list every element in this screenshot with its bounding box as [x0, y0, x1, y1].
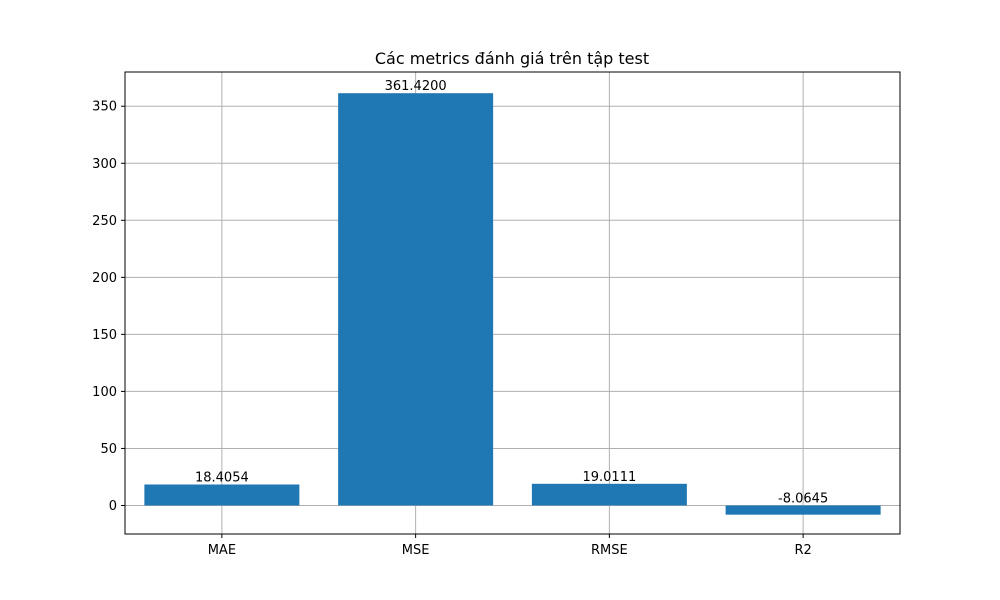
data-labels-group: 18.4054 361.4200 19.0111 -8.0645	[195, 79, 828, 506]
x-tick-label-2: RMSE	[591, 543, 628, 558]
bar-rmse	[531, 483, 687, 506]
x-tick-label-0: MAE	[208, 543, 236, 558]
bar-mse	[338, 93, 494, 506]
bars-group	[144, 93, 881, 515]
x-axis: MAE MSE RMSE R2	[208, 534, 812, 558]
data-label-rmse: 19.0111	[582, 470, 636, 485]
y-tick-label-5: 250	[92, 214, 117, 229]
chart-title: Các metrics đánh giá trên tập test	[375, 49, 649, 68]
axes-frame	[124, 71, 901, 535]
x-tick-label-1: MSE	[402, 543, 430, 558]
y-axis: 0 50 100 150 200 250 300 350	[92, 100, 125, 514]
bar-r2	[725, 505, 881, 515]
y-tick-label-3: 150	[92, 328, 117, 343]
x-tick-label-3: R2	[794, 543, 811, 558]
y-tick-label-4: 200	[92, 271, 117, 286]
y-tick-label-1: 50	[100, 442, 117, 457]
y-tick-label-6: 300	[92, 157, 117, 172]
y-tick-label-0: 0	[109, 499, 117, 514]
data-label-r2: -8.0645	[778, 491, 828, 506]
data-label-mse: 361.4200	[385, 79, 447, 94]
y-tick-label-7: 350	[92, 100, 117, 115]
bar-mae	[144, 484, 300, 506]
y-tick-label-2: 100	[92, 385, 117, 400]
data-label-mae: 18.4054	[195, 470, 249, 485]
grid-lines	[125, 72, 900, 534]
